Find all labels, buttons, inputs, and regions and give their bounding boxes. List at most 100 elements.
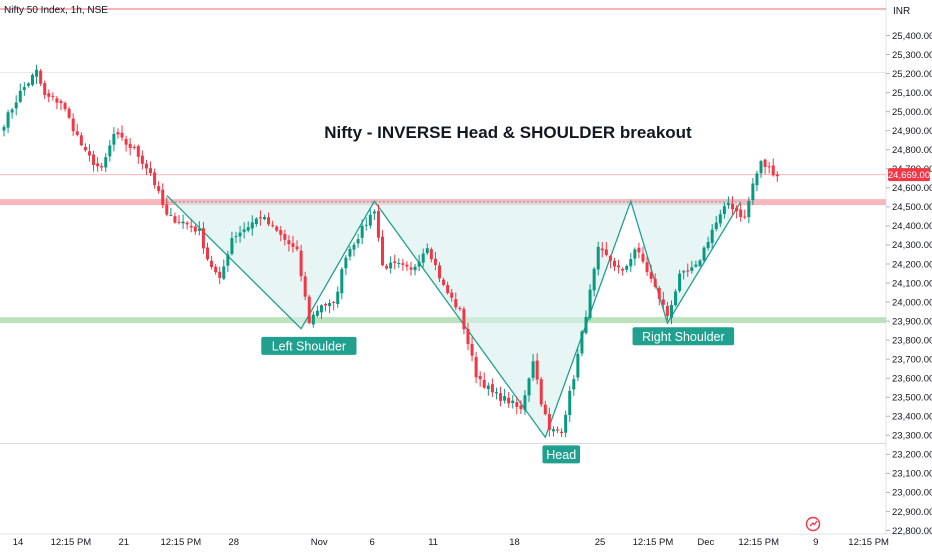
support-band: [0, 317, 886, 324]
time-tick-label: 12:15 PM: [160, 537, 201, 548]
candle-body: [755, 173, 759, 186]
candle-body: [739, 209, 743, 218]
candle-body: [714, 222, 718, 230]
time-tick-label: Dec: [697, 537, 714, 548]
candle-body: [389, 262, 393, 269]
candle-body: [621, 268, 625, 271]
price-tick-label: 25,300.00: [892, 50, 932, 61]
price-tick-label: 24,800.00: [892, 145, 932, 156]
time-tick-label: 12:15 PM: [633, 537, 674, 548]
candle-body: [629, 259, 633, 267]
price-tick-label: 23,500.00: [892, 393, 932, 404]
time-axis[interactable]: 14 12:15 PM 21 12:15 PM 28 Nov 6 11 18 25 12:15 PM…: [13, 537, 889, 548]
candle-body: [303, 276, 307, 297]
price-tick-label: 22,900.00: [892, 507, 932, 518]
candle-body: [641, 253, 645, 262]
candle-body: [450, 292, 454, 298]
candle-body: [409, 267, 413, 270]
candle-body: [165, 204, 169, 215]
price-tick-label: 23,900.00: [892, 316, 932, 327]
time-tick-label: 28: [228, 537, 239, 548]
annotation-box: [542, 445, 581, 464]
last-price-badge: [888, 168, 930, 182]
price-axis[interactable]: 25,400.00 25,300.00 25,200.00 25,100.00 25,0…: [886, 31, 932, 537]
time-tick-label: 18: [509, 537, 520, 548]
candle-body: [771, 165, 775, 176]
candle-body: [267, 217, 271, 225]
candle-body: [315, 310, 319, 316]
candle-body: [604, 249, 608, 255]
symbol-label[interactable]: Nifty 50 Index, 1h, NSE: [4, 5, 108, 16]
price-tick-label: 23,700.00: [892, 354, 932, 365]
currency-label[interactable]: INR: [893, 6, 910, 17]
candle-body: [442, 279, 446, 285]
time-tick-label: 12:15 PM: [738, 537, 779, 548]
candle-body: [206, 247, 209, 260]
price-tick-label: 24,200.00: [892, 259, 932, 270]
candle-body: [39, 70, 43, 84]
candle-body: [262, 217, 266, 220]
candle-body: [625, 266, 629, 270]
candle-body: [218, 271, 222, 278]
candle-body: [360, 225, 364, 238]
candle-body: [515, 402, 519, 407]
pattern-fill: [166, 195, 741, 438]
candle-body: [572, 379, 576, 390]
candle-body: [543, 404, 547, 415]
candle-body: [421, 253, 425, 263]
annotation-label: Left Shoulder: [272, 339, 346, 353]
candle-body: [120, 132, 124, 138]
price-tick-label: 23,800.00: [892, 335, 932, 346]
candle-body: [6, 112, 10, 128]
candle-body: [295, 246, 299, 250]
candle-body: [482, 379, 486, 388]
candle-body: [328, 302, 332, 307]
candle-body: [96, 163, 100, 167]
tradingview-logo-icon[interactable]: [805, 516, 821, 532]
price-tick-label: 23,200.00: [892, 450, 932, 461]
candle-body: [197, 228, 201, 231]
candle-body: [385, 266, 389, 269]
candle-body: [352, 244, 356, 250]
candle-body: [279, 230, 283, 235]
candle-body: [665, 306, 669, 316]
candle-body: [226, 254, 230, 266]
candle-body: [100, 166, 104, 168]
candle-body: [698, 260, 702, 266]
candle-body: [185, 222, 189, 225]
candle-body: [242, 229, 246, 232]
candle-body: [75, 131, 79, 136]
candle-body: [576, 353, 580, 378]
candle-body: [291, 243, 295, 247]
candle-body: [535, 360, 539, 380]
candle-body: [686, 270, 690, 272]
chart-title: Nifty - INVERSE Head & SHOULDER breakout: [324, 123, 692, 142]
time-tick-label: 12:15 PM: [848, 537, 889, 548]
candle-body: [372, 211, 376, 214]
candle-body: [364, 224, 368, 226]
candle-body: [775, 174, 779, 177]
candle-body: [401, 263, 405, 265]
candle-body: [503, 396, 507, 401]
candle-body: [731, 203, 735, 210]
candle-body: [694, 264, 698, 267]
grid-lines: [0, 0, 932, 535]
time-tick-label: 21: [119, 537, 130, 548]
candle-body: [128, 143, 132, 148]
candle-body: [149, 168, 153, 174]
candle-body: [246, 227, 250, 231]
last-price-tag: 24,669.00: [888, 168, 930, 182]
candle-body: [462, 308, 466, 330]
candle-body: [600, 248, 604, 251]
candle-body: [458, 308, 462, 310]
candle-body: [230, 238, 234, 254]
candle-body: [271, 224, 275, 226]
candle-body: [580, 331, 584, 354]
candle-body: [437, 265, 441, 279]
candle-body: [429, 249, 433, 260]
candle-body: [344, 257, 348, 269]
candle-body: [83, 146, 87, 151]
candle-body: [657, 288, 661, 299]
candle-body: [678, 273, 682, 291]
